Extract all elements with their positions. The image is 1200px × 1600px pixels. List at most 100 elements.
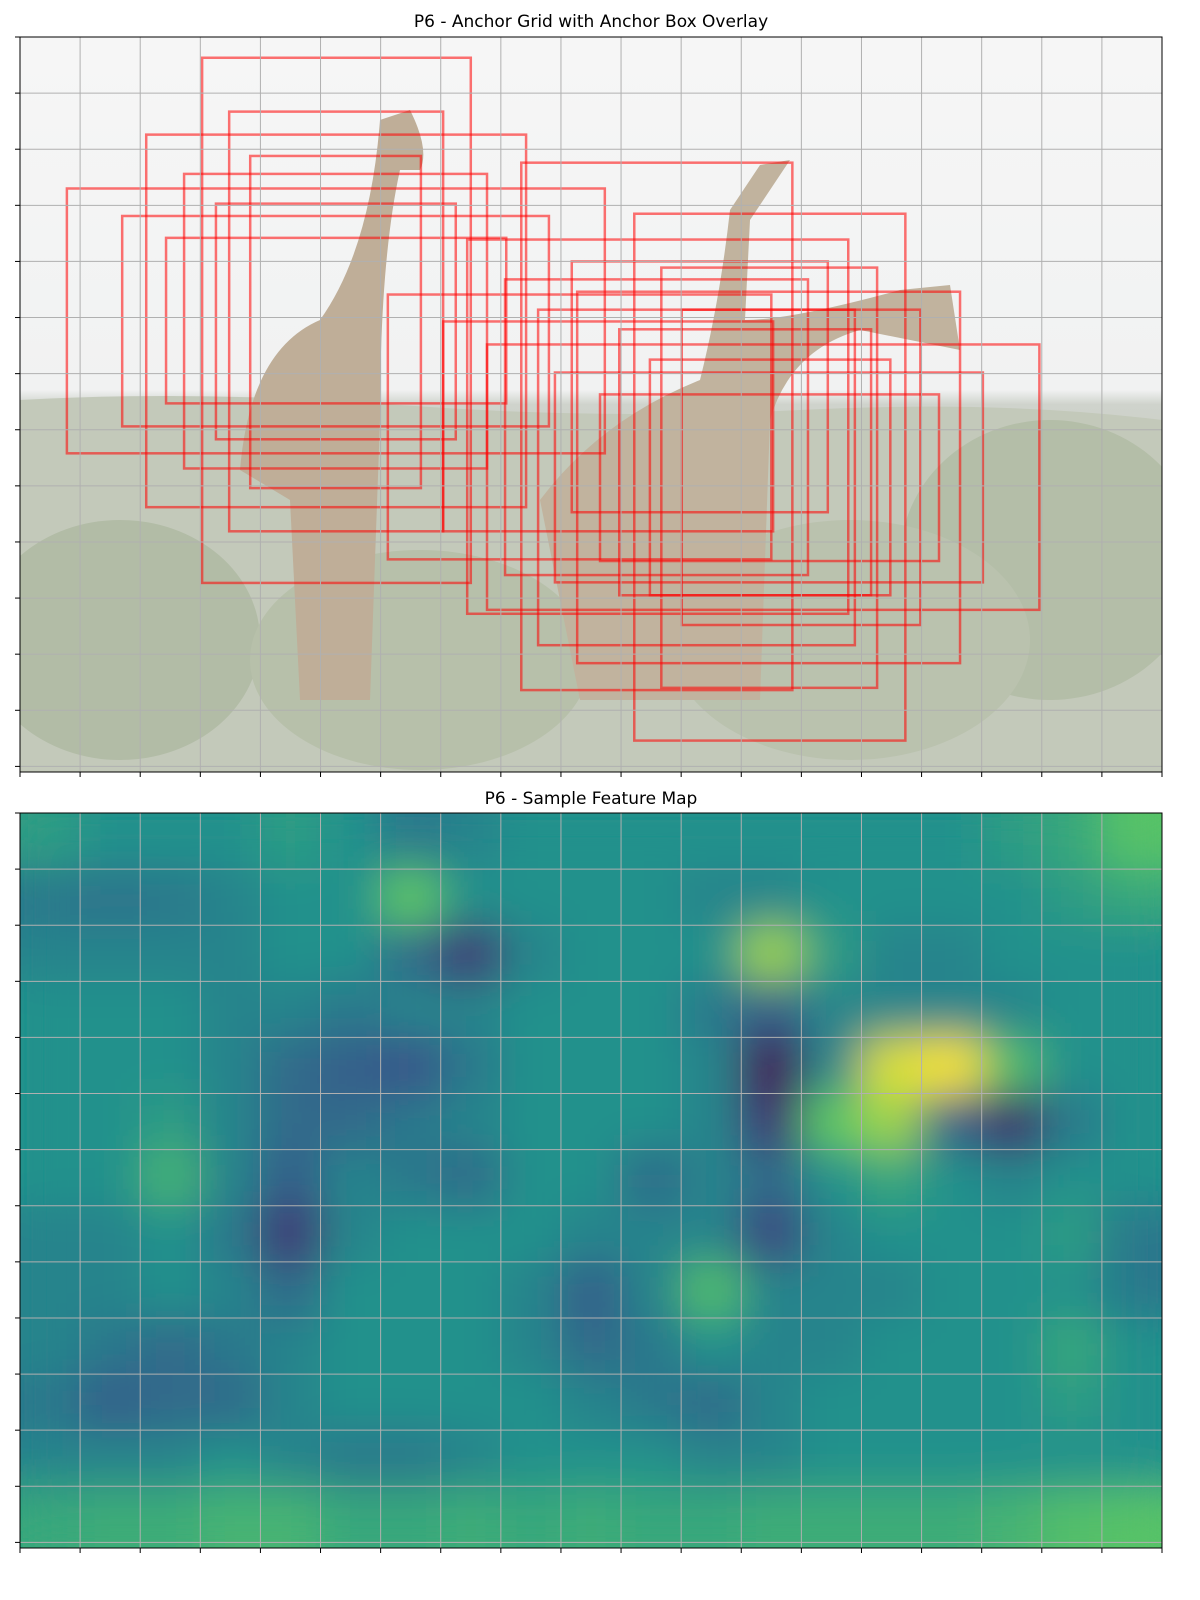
- anchor-box: [485, 343, 1041, 612]
- heatmap-cell: [140, 1261, 201, 1319]
- heatmap-cell: [681, 1430, 742, 1487]
- heatmap-cell: [1041, 1486, 1103, 1543]
- heatmap-cell: [80, 1093, 141, 1151]
- heatmap-cell: [440, 925, 502, 982]
- heatmap-cell: [1041, 1149, 1103, 1207]
- heatmap-cell: [140, 925, 201, 982]
- heatmap-cell: [80, 1149, 141, 1207]
- anchor-box: [248, 154, 423, 490]
- heatmap-cell: [260, 869, 322, 926]
- heatmap-cell: [260, 1261, 322, 1319]
- axes-layer: [15, 36, 1163, 1553]
- heatmap-cell: [440, 1430, 502, 1487]
- heatmap-cell: [500, 1261, 562, 1319]
- heatmap-cell: [80, 1374, 141, 1431]
- heatmap-cell: [140, 981, 201, 1038]
- heatmap-cell: [500, 1486, 562, 1543]
- heatmap-cell: [320, 1149, 382, 1207]
- heatmap-cell: [200, 1037, 261, 1095]
- heatmap-cell: [320, 1374, 382, 1431]
- heatmap-cell: [801, 1317, 862, 1375]
- heatmap-cell: [260, 1037, 322, 1095]
- heatmap-cell: [981, 1261, 1043, 1319]
- heatmap-cell: [861, 981, 923, 1038]
- heatmap-cell: [861, 1317, 923, 1375]
- heatmap-cell: [140, 1093, 201, 1151]
- heatmap-cell: [921, 1430, 983, 1487]
- heatmap-cell: [741, 925, 802, 982]
- heatmap-cell: [560, 1317, 622, 1375]
- heatmap-cell: [801, 1486, 862, 1543]
- heatmap-cell: [1041, 925, 1103, 982]
- heatmap-cell: [440, 1317, 502, 1375]
- heatmap-cell: [921, 1486, 983, 1543]
- heatmap-cell: [1101, 1261, 1162, 1319]
- heatmap-cell: [260, 1205, 322, 1263]
- anchor-box: [520, 161, 794, 692]
- heatmap-cell: [20, 925, 81, 982]
- heatmap-cell: [440, 1261, 502, 1319]
- heatmap-cell: [801, 1037, 862, 1095]
- heatmap-cell: [741, 1317, 802, 1375]
- heatmap-cell: [500, 1317, 562, 1375]
- heatmap-cell: [200, 1374, 261, 1431]
- heatmap-cell: [741, 1486, 802, 1543]
- heatmap-cell: [741, 1037, 802, 1095]
- heatmap-cell: [200, 1261, 261, 1319]
- heatmap-cell: [560, 1486, 622, 1543]
- heatmap-cell: [200, 981, 261, 1038]
- heatmap-cell: [681, 813, 742, 870]
- heatmap-cell: [560, 1149, 622, 1207]
- heatmap-cell: [621, 981, 682, 1038]
- heatmap-cell: [621, 1037, 682, 1095]
- heatmap-cell: [1101, 1093, 1162, 1151]
- heatmap-cell: [681, 1149, 742, 1207]
- heatmap-cell: [20, 1261, 81, 1319]
- anchor-box: [465, 238, 850, 616]
- heatmap-cell: [500, 1037, 562, 1095]
- heatmap-cell: [200, 869, 261, 926]
- heatmap-cell: [921, 1093, 983, 1151]
- heatmap-cell: [1041, 1374, 1103, 1431]
- heatmap-cell: [741, 1093, 802, 1151]
- heatmap-cell: [140, 1317, 201, 1375]
- heatmap-cell: [560, 1093, 622, 1151]
- heatmap-cell: [921, 1037, 983, 1095]
- heatmap-cell: [1041, 1037, 1103, 1095]
- heatmap-cell: [981, 981, 1043, 1038]
- heatmap-cell: [440, 981, 502, 1038]
- heatmap-cell: [380, 1430, 442, 1487]
- heatmap-cell: [140, 869, 201, 926]
- heatmap-cell: [560, 813, 622, 870]
- heatmap-cell: [1041, 1205, 1103, 1263]
- anchor-box: [386, 293, 773, 561]
- heatmap-cell: [140, 1430, 201, 1487]
- anchor-box: [575, 290, 962, 665]
- heatmap-cell: [681, 1037, 742, 1095]
- heatmap-cell: [200, 1149, 261, 1207]
- heatmap-cell: [320, 1317, 382, 1375]
- anchor-box: [441, 320, 775, 533]
- heatmap-cell: [681, 1317, 742, 1375]
- heatmap-cell: [380, 869, 442, 926]
- heatmap-cell: [1041, 813, 1103, 870]
- heatmap-cell: [140, 1205, 201, 1263]
- heatmap-cell: [1101, 1486, 1162, 1543]
- heatmap-cell: [681, 869, 742, 926]
- heatmap-cell: [200, 1430, 261, 1487]
- heatmap-cell: [981, 1486, 1043, 1543]
- heatmap-cell: [681, 1093, 742, 1151]
- heatmap-cell: [621, 869, 682, 926]
- heatmap-cell: [981, 1093, 1043, 1151]
- heatmap-cell: [80, 1205, 141, 1263]
- heatmap-cell: [440, 1205, 502, 1263]
- heatmap-cell: [741, 1430, 802, 1487]
- heatmap-cell: [1041, 1317, 1103, 1375]
- heatmap-cell: [621, 1149, 682, 1207]
- heatmap-cell: [320, 925, 382, 982]
- heatmap-cell: [981, 1430, 1043, 1487]
- heatmap-cell: [440, 1093, 502, 1151]
- heatmap-cell: [260, 1149, 322, 1207]
- heatmap-cell: [801, 1261, 862, 1319]
- heatmap-cell: [320, 1205, 382, 1263]
